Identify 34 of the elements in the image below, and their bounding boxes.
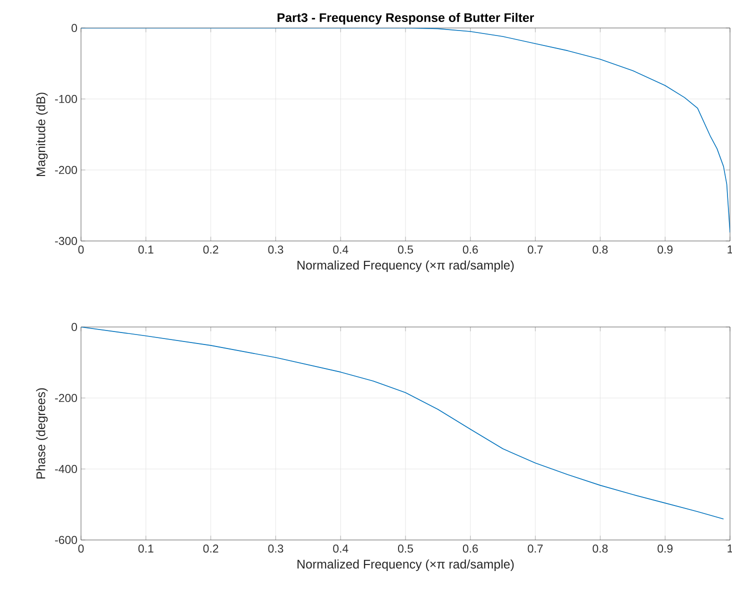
x-tick-label: 0.3 [268, 544, 284, 553]
y-tick-label: 0 [72, 24, 78, 32]
x-tick-label: 0.7 [528, 246, 543, 254]
y-tick-label: -600 [55, 536, 78, 544]
x-tick-label: 0.1 [138, 246, 154, 254]
x-axis-title: Normalized Frequency (×π rad/sample) [298, 559, 514, 572]
x-tick-label: 0.5 [398, 544, 413, 553]
x-tick-label: 0.4 [333, 544, 348, 553]
x-tick-label: 0 [78, 246, 84, 254]
x-tick-label: 0.2 [203, 246, 218, 254]
y-tick-label: -400 [55, 464, 78, 474]
line-series [81, 326, 724, 520]
x-tick-label: 0.6 [462, 246, 478, 254]
x-tick-label: 0.7 [528, 544, 543, 553]
x-tick-label: 0.8 [592, 246, 608, 254]
y-tick-label: -300 [55, 236, 78, 246]
x-tick-label: 0.5 [398, 246, 413, 254]
x-tick-label: 0.9 [658, 544, 673, 553]
y-tick-label: 0 [72, 322, 78, 332]
y-axis-title: Magnitude (dB) [36, 92, 48, 176]
y-axis-title: Phase (degrees) [36, 388, 48, 479]
x-tick-label: 0 [78, 544, 84, 553]
x-tick-label: 0.3 [268, 246, 284, 254]
x-tick-label: 0.6 [462, 544, 478, 553]
y-tick-label: -200 [55, 166, 78, 174]
x-tick-label: 0.1 [138, 544, 154, 553]
y-tick-label: -200 [55, 394, 78, 402]
x-tick-label: 0.8 [592, 544, 608, 553]
y-tick-label: -100 [55, 94, 78, 104]
x-tick-label: 0.4 [333, 246, 348, 254]
x-tick-label: 0.2 [203, 544, 218, 553]
x-axis-title: Normalized Frequency (×π rad/sample) [298, 260, 514, 272]
chart-title: Part3 - Frequency Response of Butter Filter [278, 12, 534, 24]
x-tick-label: 0.9 [658, 246, 673, 254]
